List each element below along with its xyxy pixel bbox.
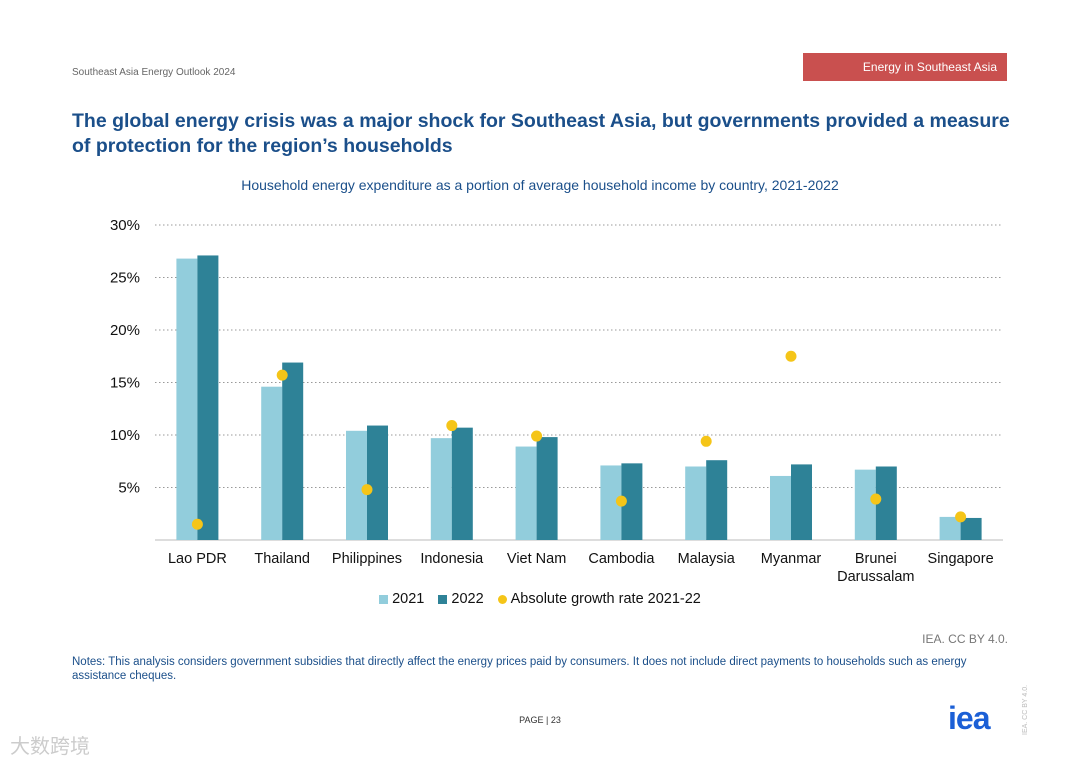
x-category-label: Brunei	[855, 551, 897, 567]
bar-2022	[451, 427, 473, 540]
bar-2021	[261, 386, 283, 540]
bar-2021	[430, 438, 452, 540]
bar-2022	[282, 362, 304, 540]
bar-2022	[197, 255, 219, 540]
growth-rate-point	[955, 511, 967, 523]
y-tick-label: 20%	[110, 322, 140, 339]
growth-rate-point	[361, 484, 373, 496]
y-tick-label: 15%	[110, 375, 140, 392]
page-number: PAGE | 23	[519, 715, 561, 725]
x-category-label: Lao PDR	[168, 551, 227, 567]
x-category-label: Singapore	[928, 551, 994, 567]
bar-2022	[791, 464, 812, 540]
iea-logo: iea	[948, 700, 990, 736]
growth-rate-point	[446, 420, 458, 432]
bar-2022	[621, 463, 643, 540]
chart-legend: 2021 2022 Absolute growth rate 2021-22	[0, 591, 1080, 607]
legend-item-2021: 2021	[379, 591, 424, 607]
watermark: 大数跨境	[10, 736, 90, 758]
legend-item-2022: 2022	[438, 591, 484, 607]
legend-swatch	[497, 594, 507, 604]
bar-2021	[854, 469, 876, 540]
x-category-label: Malaysia	[678, 551, 736, 567]
y-tick-label: 30%	[110, 217, 140, 234]
growth-rate-point	[276, 369, 288, 381]
section-tag: Energy in Southeast Asia	[803, 53, 1007, 81]
legend-label: 2021	[392, 591, 425, 607]
growth-rate-point	[531, 430, 543, 442]
bar-2021	[346, 430, 367, 540]
y-tick-label: 10%	[110, 427, 140, 444]
bar-2022	[875, 466, 897, 540]
bar-2021	[600, 465, 622, 540]
x-category-label: Darussalam	[837, 569, 914, 585]
bar-2022	[706, 460, 728, 540]
x-category-label: Indonesia	[420, 551, 484, 567]
growth-rate-point	[785, 350, 797, 362]
legend-item-growth: Absolute growth rate 2021-22	[497, 591, 701, 607]
bar-2022	[367, 425, 388, 540]
chart-title: Household energy expenditure as a portio…	[241, 177, 839, 193]
bar-2021	[939, 516, 961, 540]
legend-swatch	[379, 594, 389, 604]
bar-2021	[685, 466, 707, 540]
page-headline: The global energy crisis was a major sho…	[72, 110, 1010, 157]
y-tick-label: 25%	[110, 270, 140, 287]
legend-label: 2022	[451, 591, 484, 607]
document-title: Southeast Asia Energy Outlook 2024	[72, 67, 236, 78]
legend-swatch	[438, 594, 448, 604]
bar-2022	[536, 437, 558, 540]
chart-notes: Notes: This analysis considers governmen…	[72, 656, 967, 682]
bar-2021	[515, 446, 537, 540]
legend-label: Absolute growth rate 2021-22	[510, 591, 701, 607]
y-tick-label: 5%	[118, 480, 140, 497]
bar-2021	[770, 475, 791, 540]
bar-2021	[176, 258, 198, 540]
side-credit: IEA. CC BY 4.0.	[1022, 684, 1029, 735]
x-category-label: Philippines	[332, 551, 402, 567]
x-category-label: Thailand	[254, 551, 310, 567]
chart-credit: IEA. CC BY 4.0.	[922, 632, 1008, 646]
growth-rate-point	[191, 518, 203, 530]
x-category-label: Myanmar	[761, 551, 822, 567]
growth-rate-point	[700, 435, 712, 447]
bar-2022	[960, 517, 982, 540]
growth-rate-point	[870, 493, 882, 505]
x-category-label: Viet Nam	[507, 551, 566, 567]
x-category-label: Cambodia	[588, 551, 655, 567]
growth-rate-point	[615, 495, 627, 507]
